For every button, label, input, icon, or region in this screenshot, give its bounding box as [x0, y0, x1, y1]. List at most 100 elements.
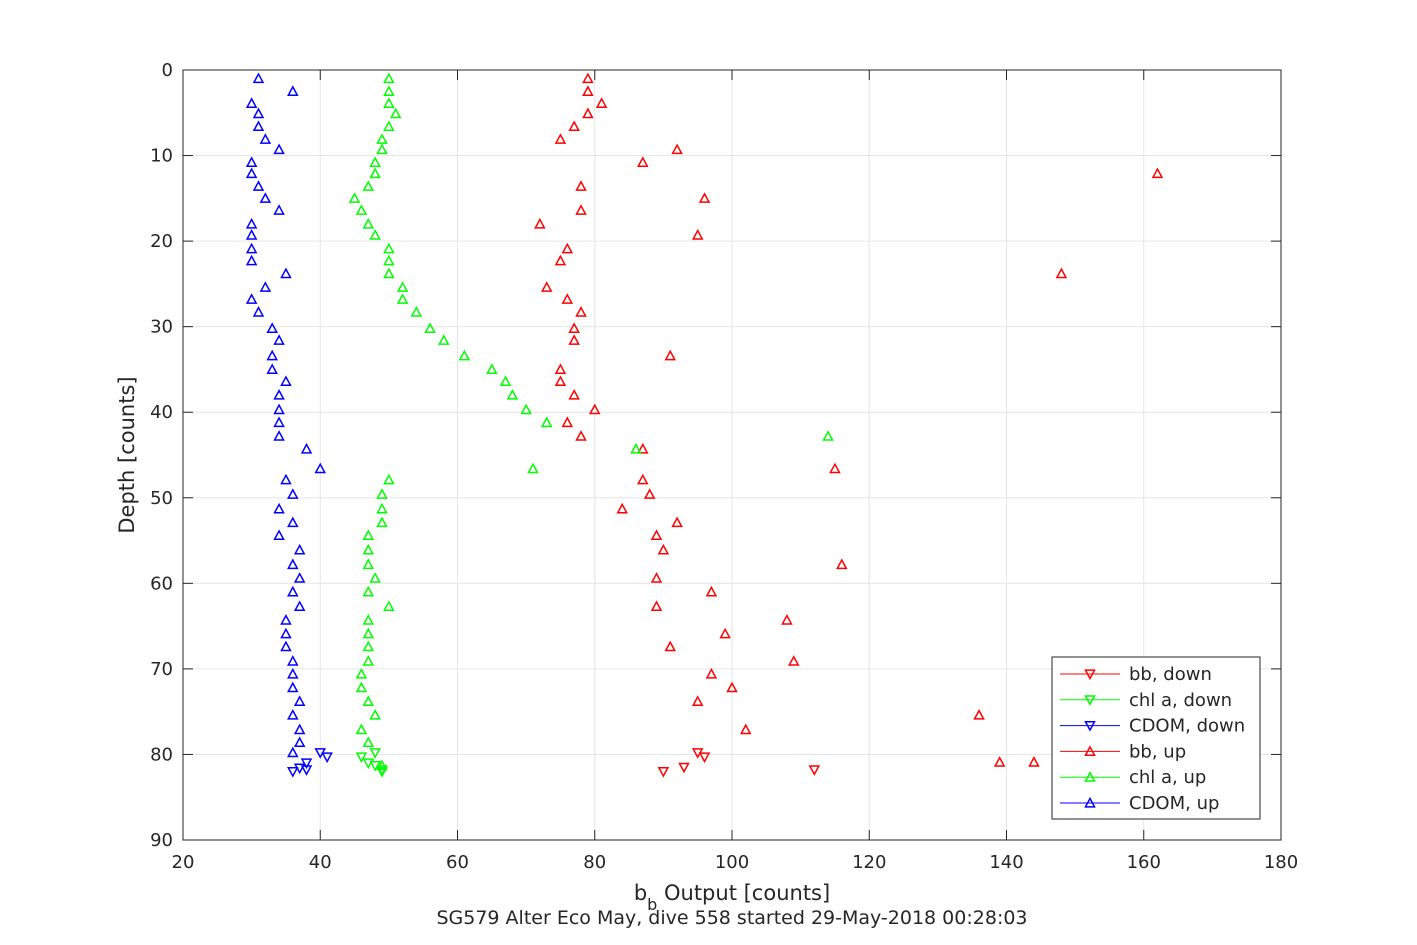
- data-point-bb-down: [678, 762, 690, 774]
- data-point-bb-up: [595, 97, 608, 108]
- legend-marker: [1084, 745, 1096, 756]
- data-point-bb-up: [719, 627, 731, 639]
- data-point-bb-up: [829, 462, 841, 474]
- data-point-chl-a-up: [383, 72, 395, 84]
- data-point-bb-up: [973, 709, 985, 720]
- data-point-chl-a-up: [520, 403, 532, 415]
- data-point-cdom-up: [280, 375, 292, 386]
- data-point-bb-up: [554, 133, 567, 144]
- data-point-chl-a-up: [362, 543, 375, 555]
- data-point-chl-a-up: [396, 281, 409, 292]
- data-point-cdom-up: [259, 192, 272, 203]
- data-point-cdom-up: [287, 667, 299, 679]
- x-tick-label: 100: [715, 852, 749, 873]
- legend-label: CDOM, down: [1129, 716, 1245, 737]
- data-point-bb-up: [575, 430, 587, 441]
- data-point-bb-up: [540, 281, 553, 292]
- data-point-bb-up: [568, 389, 580, 400]
- data-point-bb-up: [637, 156, 649, 167]
- data-point-chl-a-up: [389, 107, 402, 119]
- data-point-cdom-up: [287, 655, 299, 666]
- data-point-chl-a-up: [438, 334, 450, 345]
- data-point-cdom-down: [287, 766, 299, 778]
- data-point-chl-a-up: [376, 143, 388, 155]
- data-point-cdom-up: [273, 204, 285, 215]
- x-tick-label: 160: [1127, 852, 1161, 873]
- data-point-chl-a-up: [362, 180, 375, 191]
- data-point-cdom-up: [252, 180, 265, 191]
- data-point-chl-a-up: [383, 120, 395, 132]
- data-point-bb-up: [582, 107, 594, 119]
- legend-box: [1051, 656, 1261, 820]
- data-point-bb-up: [637, 442, 649, 454]
- data-point-cdom-up: [287, 85, 299, 96]
- legend-entry-cdom-up: CDOM, up: [1060, 793, 1219, 814]
- data-point-chl-a-up: [362, 614, 375, 625]
- data-point-chl-a-down: [355, 752, 368, 764]
- data-point-cdom-up: [252, 72, 265, 84]
- data-point-bb-up: [691, 695, 704, 706]
- data-point-bb-up: [637, 473, 649, 485]
- data-point-chl-a-up: [383, 242, 395, 254]
- legend-entry-bb-up: bb, up: [1060, 741, 1186, 762]
- data-point-bb-up: [582, 72, 594, 84]
- data-point-bb-up: [671, 516, 683, 528]
- data-point-chl-a-down: [376, 766, 388, 778]
- data-point-bb-up: [650, 529, 663, 540]
- data-point-chl-a-up: [362, 558, 375, 570]
- data-point-cdom-up: [293, 723, 306, 735]
- data-point-bb-up: [664, 349, 676, 361]
- data-point-bb-up: [650, 572, 663, 583]
- data-point-chl-a-up: [383, 254, 395, 266]
- legend-label: chl a, down: [1129, 690, 1232, 711]
- legend-entry-cdom-down: CDOM, down: [1060, 716, 1245, 737]
- data-point-bb-up: [554, 375, 567, 386]
- y-tick-label: 30: [150, 317, 173, 338]
- data-point-cdom-down: [321, 752, 333, 764]
- data-point-bb-up: [691, 229, 704, 240]
- x-tick-label: 120: [852, 852, 886, 873]
- data-point-cdom-up: [273, 143, 285, 155]
- y-tick-label: 90: [150, 830, 173, 851]
- data-point-chl-a-up: [383, 85, 395, 96]
- data-point-bb-up: [554, 363, 567, 375]
- data-point-chl-a-up: [355, 681, 368, 693]
- data-point-chl-a-up: [376, 502, 388, 514]
- data-point-chl-a-up: [369, 156, 381, 167]
- data-point-cdom-up: [280, 640, 292, 652]
- x-axis-label: bb Output [counts]: [634, 881, 830, 914]
- data-point-chl-a-up: [362, 217, 375, 229]
- data-point-cdom-up: [280, 627, 292, 639]
- data-point-cdom-up: [252, 306, 265, 317]
- data-point-bb-up: [575, 306, 587, 317]
- data-points: [245, 72, 1164, 778]
- x-tick-label: 140: [989, 852, 1023, 873]
- data-point-cdom-up: [287, 681, 299, 693]
- legend-marker: [1084, 669, 1096, 681]
- data-point-chl-a-up: [506, 389, 519, 400]
- data-point-chl-a-up: [410, 306, 423, 317]
- y-tick-label: 50: [150, 488, 173, 509]
- data-point-cdom-up: [287, 488, 299, 499]
- x-tick-label: 40: [309, 852, 332, 873]
- x-tick-label: 60: [446, 852, 469, 873]
- data-point-bb-up: [705, 585, 718, 597]
- data-point-cdom-up: [293, 736, 306, 748]
- data-point-bb-up: [1055, 267, 1068, 279]
- x-tick-label: 80: [583, 852, 606, 873]
- data-point-cdom-up: [273, 389, 285, 400]
- data-point-chl-a-up: [458, 349, 471, 361]
- data-point-chl-a-down: [362, 758, 375, 770]
- data-point-cdom-up: [280, 473, 292, 485]
- data-point-chl-a-up: [376, 516, 388, 528]
- data-point-chl-a-up: [369, 167, 381, 179]
- data-point-bb-up: [575, 180, 587, 191]
- data-point-cdom-up: [287, 585, 299, 597]
- data-point-cdom-down: [300, 765, 313, 776]
- legend-marker: [1084, 695, 1096, 706]
- data-point-cdom-up: [245, 242, 258, 254]
- data-point-bb-down: [808, 765, 821, 776]
- data-point-bb-up: [739, 723, 752, 735]
- data-point-chl-a-up: [527, 462, 539, 474]
- data-point-cdom-up: [314, 462, 327, 474]
